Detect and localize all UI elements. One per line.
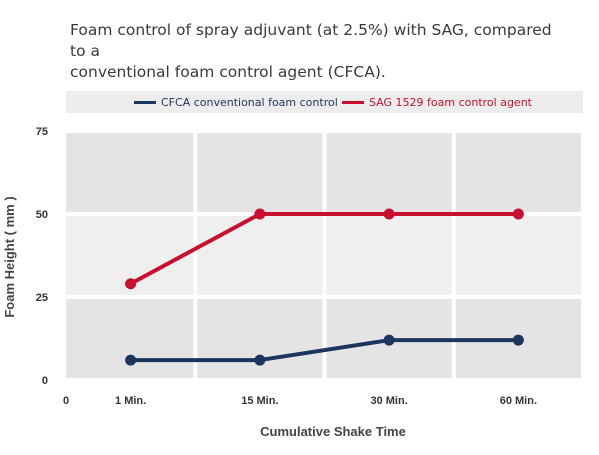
chart-title: Foam control of spray adjuvant (at 2.5%)… (70, 20, 570, 83)
legend-label-sag: SAG 1529 foam control agent (369, 95, 532, 109)
grid-cell (455, 216, 581, 295)
chart-title-line-1: Foam control of spray adjuvant (at 2.5%)… (70, 21, 552, 60)
x-tick-label: 30 Min. (370, 395, 407, 407)
series-line-0 (128, 338, 521, 363)
y-axis-ticks: 0 25 50 75 (36, 126, 48, 387)
grid-cell (197, 133, 323, 212)
grid-cell (455, 133, 581, 212)
y-tick-label: 0 (42, 375, 48, 387)
x-tick-label: 15 Min. (241, 395, 278, 407)
y-tick-label: 75 (36, 126, 48, 138)
legend-item-sag: SAG 1529 foam control agent (342, 91, 532, 113)
chart-title-line-2: conventional foam control agent (CFCA). (70, 63, 386, 81)
y-axis-label: Foam Height ( mm ) (2, 196, 17, 317)
data-point-1 (512, 208, 524, 220)
data-point-0 (125, 354, 137, 366)
legend-label-cfca: CFCA conventional foam control (161, 95, 338, 109)
data-point-1 (125, 278, 137, 290)
x-origin-label: 0 (63, 395, 69, 407)
x-axis-label: Cumulative Shake Time (260, 424, 406, 439)
series-points (125, 208, 524, 366)
x-axis-ticks: 0 1 Min. 15 Min. 30 Min. 60 Min. (63, 395, 537, 407)
series-lines (128, 212, 521, 363)
grid-cell (326, 216, 452, 295)
legend-swatch-sag (342, 100, 364, 104)
x-tick-label: 60 Min. (500, 395, 537, 407)
grid-cell (66, 299, 194, 378)
chart-legend: CFCA conventional foam control SAG 1529 … (66, 91, 583, 113)
grid-cell (197, 299, 323, 378)
grid-cell (197, 216, 323, 295)
y-tick-label: 50 (36, 209, 48, 221)
data-point-1 (254, 208, 266, 220)
legend-item-cfca: CFCA conventional foam control (134, 91, 338, 113)
x-tick-label: 1 Min. (115, 395, 146, 407)
grid-cell (326, 133, 452, 212)
series-line-1 (128, 212, 521, 286)
grid-cell (66, 133, 194, 212)
data-point-1 (383, 208, 395, 220)
data-point-0 (254, 354, 266, 366)
legend-swatch-cfca (134, 100, 156, 104)
data-point-0 (383, 334, 395, 346)
y-tick-label: 25 (36, 292, 48, 304)
data-point-0 (512, 334, 524, 346)
